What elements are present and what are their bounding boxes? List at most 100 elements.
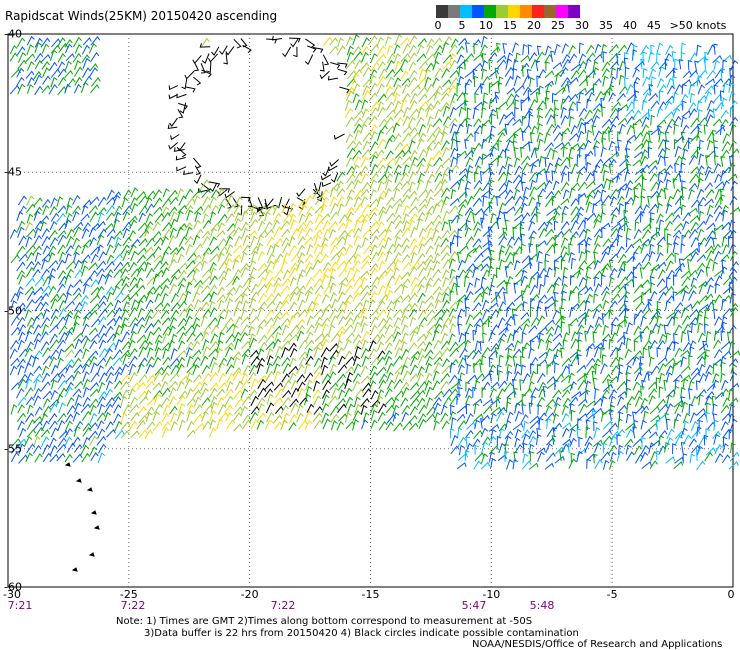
wind-barb <box>370 316 379 326</box>
wind-barb <box>713 154 719 166</box>
wind-barb <box>714 283 721 294</box>
wind-barb <box>576 364 587 374</box>
wind-barb <box>384 396 395 406</box>
wind-barb <box>464 226 472 237</box>
wind-barb <box>682 220 690 231</box>
wind-barb <box>97 452 106 464</box>
wind-barb <box>705 364 714 374</box>
wind-barb <box>200 179 210 189</box>
wind-barb <box>298 308 308 318</box>
wind-barb <box>618 203 624 215</box>
wind-barb <box>18 274 26 285</box>
wind-barb <box>288 301 298 312</box>
wind-barb <box>161 412 170 423</box>
wind-barb <box>66 197 74 208</box>
wind-barb <box>346 267 355 278</box>
wind-barb <box>449 341 459 352</box>
wind-barb <box>115 324 123 335</box>
wind-barb <box>248 325 255 336</box>
wind-barb <box>138 390 148 399</box>
wind-barb <box>97 301 107 310</box>
wind-barb <box>593 270 603 280</box>
wind-barb <box>721 236 728 247</box>
wind-barb <box>641 253 651 264</box>
wind-barb <box>546 207 558 216</box>
wind-barb <box>25 236 33 248</box>
time-label: 5:47 <box>461 599 487 612</box>
wind-barb <box>82 283 90 295</box>
wind-barb <box>34 252 42 262</box>
wind-barb <box>713 308 718 320</box>
wind-barb <box>136 190 147 200</box>
wind-barb <box>505 306 512 317</box>
wind-barb <box>385 150 394 160</box>
wind-barb <box>655 377 661 389</box>
wind-barb <box>626 134 637 143</box>
wind-barb <box>536 433 542 446</box>
wind-barb <box>319 61 325 72</box>
wind-barb <box>392 122 400 133</box>
wind-barb <box>650 181 660 192</box>
wind-barb <box>704 78 715 86</box>
wind-barb <box>202 196 211 207</box>
wind-barb <box>201 250 210 262</box>
wind-barb <box>360 62 370 71</box>
wind-barb <box>265 309 275 319</box>
wind-barb <box>361 181 371 191</box>
wind-barb <box>449 301 459 310</box>
wind-barb <box>402 420 413 431</box>
wind-barb <box>504 315 514 326</box>
wind-barb <box>698 172 704 183</box>
wind-barb <box>650 439 661 448</box>
wind-barb <box>568 116 575 127</box>
wind-barb <box>121 363 129 374</box>
wind-barb <box>106 317 117 326</box>
wind-barb <box>576 101 581 112</box>
wind-barb <box>664 124 673 135</box>
wind-barb <box>305 38 316 48</box>
wind-barb <box>418 86 428 96</box>
wind-barb <box>721 350 732 359</box>
wind-barb <box>544 132 551 144</box>
wind-barb <box>449 205 458 214</box>
wind-barb <box>562 438 572 446</box>
wind-barb <box>394 347 403 358</box>
wind-barb <box>544 45 552 56</box>
wind-barb <box>673 123 679 135</box>
wind-barb <box>314 195 325 206</box>
wind-barb <box>337 382 347 391</box>
wind-barb <box>34 301 44 312</box>
wind-barb <box>424 349 434 359</box>
wind-barb <box>34 41 42 53</box>
wind-barb <box>409 397 420 407</box>
wind-barb <box>658 285 669 294</box>
wind-barb <box>432 350 443 360</box>
wind-barb <box>304 261 313 272</box>
wind-barb <box>392 404 400 416</box>
wind-barb <box>434 67 443 78</box>
wind-barb <box>88 205 98 214</box>
wind-barb <box>425 107 433 118</box>
wind-barb <box>336 45 346 56</box>
wind-barb <box>457 235 462 247</box>
wind-barb <box>137 307 145 318</box>
wind-barb <box>666 372 673 383</box>
wind-barb <box>73 292 82 301</box>
wind-barb <box>353 51 363 61</box>
wind-barb <box>488 243 493 255</box>
wind-barb <box>210 204 219 215</box>
wind-barb <box>289 203 297 214</box>
wind-barb <box>481 299 490 311</box>
wind-barb <box>442 317 452 328</box>
wind-barb <box>305 266 314 277</box>
wind-barb <box>674 267 683 278</box>
wind-barb <box>538 294 548 303</box>
wind-barb <box>593 427 601 439</box>
wind-barb <box>513 387 518 398</box>
wind-barb <box>369 380 377 390</box>
wind-barb <box>704 293 714 302</box>
wind-barb <box>369 267 378 278</box>
wind-barb <box>456 123 464 135</box>
wind-barb <box>234 284 244 295</box>
wind-barb <box>440 92 450 102</box>
